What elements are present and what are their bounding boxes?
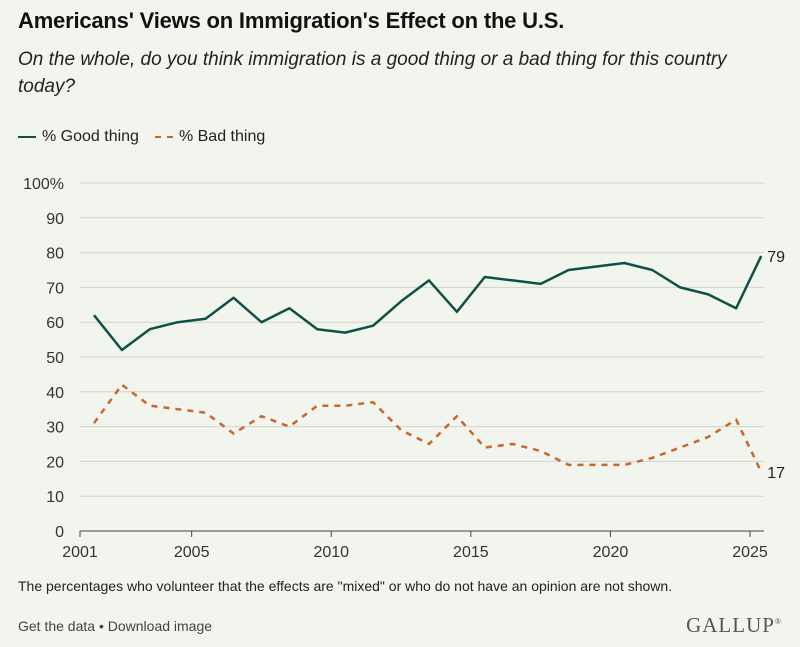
line-chart: 0 10 20 30 40 50 60 70 80 90 100% 2001 2005 2010 2015 2…	[23, 176, 785, 561]
trademark-mark: ®	[774, 617, 782, 626]
y-tick-label: 30	[46, 420, 64, 437]
data-point-good	[428, 279, 431, 282]
data-point-good	[344, 331, 347, 334]
data-point-bad	[288, 425, 291, 428]
data-point-bad	[176, 408, 179, 411]
data-point-good	[595, 265, 598, 268]
x-tick-label: 2005	[174, 544, 210, 561]
data-point-bad	[93, 422, 96, 425]
data-point-bad	[483, 446, 486, 449]
y-tick-label: 100%	[23, 176, 64, 193]
y-tick-label: 10	[46, 489, 64, 506]
data-point-good	[176, 321, 179, 324]
data-point-good	[651, 269, 654, 272]
x-tick-label: 2025	[732, 544, 768, 561]
data-point-bad	[344, 404, 347, 407]
data-point-good	[511, 279, 514, 282]
get-data-link[interactable]: Get the data	[18, 618, 96, 634]
x-tick-label: 2020	[593, 544, 629, 561]
y-tick-label: 90	[46, 211, 64, 228]
data-point-bad	[148, 404, 151, 407]
data-point-bad	[707, 436, 710, 439]
y-tick-label: 70	[46, 280, 64, 297]
legend-swatch-good	[18, 136, 36, 138]
data-point-bad	[623, 463, 626, 466]
data-point-bad	[760, 470, 763, 473]
data-point-good	[400, 300, 403, 303]
gallup-logo: GALLUP®	[686, 613, 782, 638]
data-point-good	[372, 324, 375, 327]
data-point-bad	[428, 443, 431, 446]
x-tick-label: 2015	[453, 544, 489, 561]
legend-item-bad: % Bad thing	[154, 128, 266, 146]
data-point-good	[148, 328, 151, 331]
data-point-good	[316, 328, 319, 331]
data-point-good	[707, 293, 710, 296]
series-line-bad	[92, 383, 763, 473]
chart-subtitle: On the whole, do you think immigration i…	[18, 49, 727, 97]
data-point-bad	[735, 418, 738, 421]
x-tick-label: 2001	[62, 544, 98, 561]
footer-links: Get the data • Download image	[18, 618, 212, 634]
data-point-bad	[372, 401, 375, 404]
legend-swatch-bad	[154, 136, 173, 138]
data-point-good	[120, 349, 123, 352]
data-point-good	[679, 286, 682, 289]
data-point-bad	[679, 446, 682, 449]
data-point-bad	[204, 411, 207, 414]
series-line-good	[93, 255, 763, 352]
y-tick-label: 50	[46, 350, 64, 367]
data-point-good	[483, 276, 486, 279]
legend-item-good: % Good thing	[18, 128, 139, 146]
data-point-good	[260, 321, 263, 324]
end-label-bad: 17	[767, 465, 785, 482]
data-point-good	[204, 317, 207, 320]
brand-text: GALLUP	[686, 613, 775, 637]
data-point-good	[539, 282, 542, 285]
data-point-good	[288, 307, 291, 310]
data-point-bad	[316, 404, 319, 407]
chart-note: The percentages who volunteer that the e…	[18, 578, 673, 594]
data-point-bad	[232, 432, 235, 435]
data-point-bad	[567, 463, 570, 466]
y-tick-label: 80	[46, 246, 64, 263]
data-point-good	[232, 296, 235, 299]
data-point-good	[567, 269, 570, 272]
data-point-good	[735, 307, 738, 310]
y-tick-label: 0	[55, 524, 64, 541]
legend-label-bad: % Bad thing	[178, 128, 266, 145]
data-point-bad	[455, 415, 458, 418]
legend-label-good: % Good thing	[42, 128, 139, 145]
data-point-bad	[400, 429, 403, 432]
end-label-good: 79	[767, 249, 785, 266]
data-point-good	[623, 262, 626, 265]
data-point-bad	[511, 443, 514, 446]
data-point-bad	[260, 415, 263, 418]
y-tick-label: 40	[46, 385, 64, 402]
data-point-bad	[120, 383, 123, 386]
download-image-link[interactable]: Download image	[107, 618, 213, 634]
data-point-good	[455, 310, 458, 313]
data-point-good	[93, 314, 96, 317]
y-tick-label: 20	[46, 454, 64, 471]
chart-legend: % Good thing % Bad thing	[18, 128, 281, 146]
chart-title: Americans' Views on Immigration's Effect…	[18, 8, 565, 33]
data-point-bad	[539, 450, 542, 453]
data-point-good	[760, 255, 763, 258]
data-point-bad	[651, 456, 654, 459]
footer-separator: •	[98, 618, 104, 634]
y-tick-label: 60	[46, 315, 64, 332]
x-tick-label: 2010	[313, 544, 349, 561]
data-point-bad	[595, 463, 598, 466]
